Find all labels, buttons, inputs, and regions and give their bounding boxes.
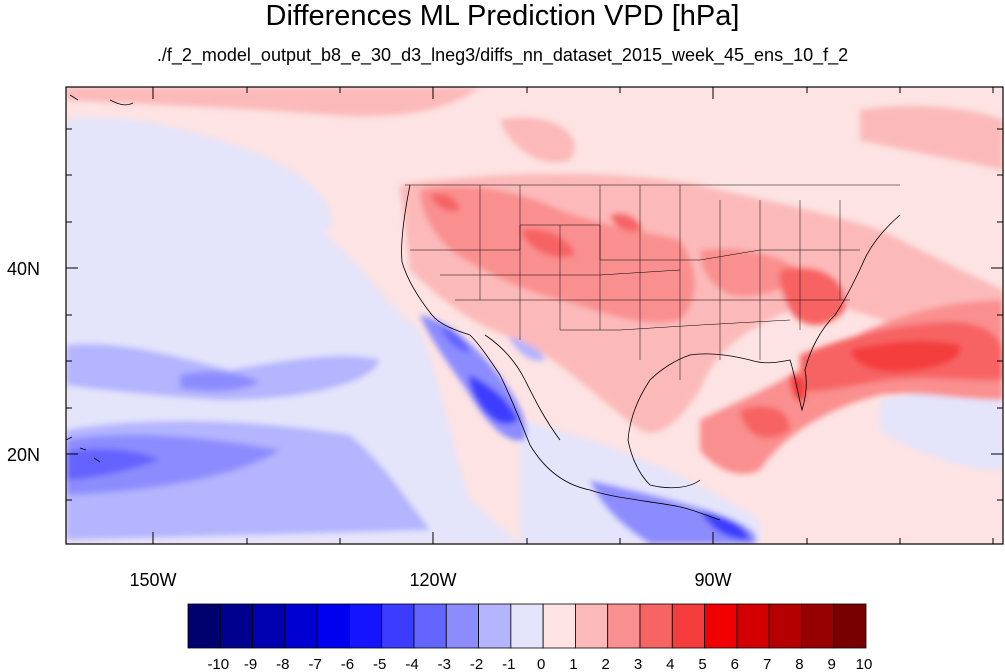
colorbar-tick-label: -1 bbox=[502, 656, 515, 672]
colorbar-swatch bbox=[768, 603, 802, 649]
colorbar-swatch bbox=[349, 603, 383, 649]
colorbar-swatch bbox=[252, 603, 286, 649]
colorbar-tick-label: -7 bbox=[308, 656, 321, 672]
colorbar-swatch bbox=[833, 603, 867, 649]
colorbar-tick-label: 9 bbox=[828, 656, 836, 672]
state-boundaries bbox=[405, 184, 900, 380]
colorbar-tick-label: 2 bbox=[602, 656, 610, 672]
colorbar-tick-label: 7 bbox=[763, 656, 771, 672]
chart-title: Differences ML Prediction VPD [hPa] bbox=[265, 0, 740, 32]
lat-label-40n: 40N bbox=[7, 259, 40, 279]
colorbar-swatch bbox=[542, 603, 576, 649]
coastlines bbox=[66, 94, 901, 521]
colorbar-tick-label: -3 bbox=[438, 656, 451, 672]
colorbar-tick-label: 1 bbox=[569, 656, 577, 672]
lon-label-150w: 150W bbox=[129, 570, 176, 590]
axis-ticks bbox=[66, 87, 1003, 544]
colorbar-tick-label: -2 bbox=[470, 656, 483, 672]
colorbar-swatch bbox=[607, 603, 641, 649]
colorbar-tick-label: 6 bbox=[731, 656, 739, 672]
lon-label-90w: 90W bbox=[694, 570, 731, 590]
colorbar-tick-label: -8 bbox=[276, 656, 289, 672]
chart-subtitle: ./f_2_model_output_b8_e_30_d3_lneg3/diff… bbox=[156, 45, 849, 65]
colorbar-tick-label: 8 bbox=[795, 656, 803, 672]
colorbar-swatch bbox=[445, 603, 479, 649]
colorbar-tick-label: -6 bbox=[341, 656, 354, 672]
data-field bbox=[66, 87, 1003, 544]
colorbar-tick-label: -10 bbox=[207, 656, 229, 672]
colorbar-swatch bbox=[510, 603, 544, 649]
colorbar-tick-label: 3 bbox=[634, 656, 642, 672]
colorbar-tick-label: -5 bbox=[373, 656, 386, 672]
colorbar-swatch bbox=[284, 603, 318, 649]
colorbar-tick-label: 10 bbox=[856, 656, 873, 672]
lon-label-120w: 120W bbox=[409, 570, 456, 590]
colorbar-swatch bbox=[671, 603, 705, 649]
colorbar-swatch bbox=[801, 603, 835, 649]
colorbar-tick-label: -4 bbox=[405, 656, 418, 672]
colorbar-swatch bbox=[413, 603, 447, 649]
colorbar-swatch bbox=[639, 603, 673, 649]
colorbar-swatch bbox=[704, 603, 738, 649]
colorbar-swatch bbox=[316, 603, 350, 649]
colorbar-swatch bbox=[478, 603, 512, 649]
lat-label-20n: 20N bbox=[7, 445, 40, 465]
colorbar: -10 -9 -8 -7 -6 -5 -4 -3 -2 -1 0 1 2 3 4 5 6 7 8 9 10 bbox=[187, 603, 873, 672]
colorbar-swatch bbox=[187, 603, 221, 649]
colorbar-tick-label: -9 bbox=[244, 656, 257, 672]
colorbar-swatch bbox=[381, 603, 415, 649]
colorbar-tick-label: 0 bbox=[537, 656, 545, 672]
colorbar-swatch bbox=[736, 603, 770, 649]
colorbar-tick-label: 5 bbox=[698, 656, 706, 672]
colorbar-swatch bbox=[575, 603, 609, 649]
colorbar-tick-label: 4 bbox=[666, 656, 674, 672]
colorbar-swatch bbox=[219, 603, 253, 649]
